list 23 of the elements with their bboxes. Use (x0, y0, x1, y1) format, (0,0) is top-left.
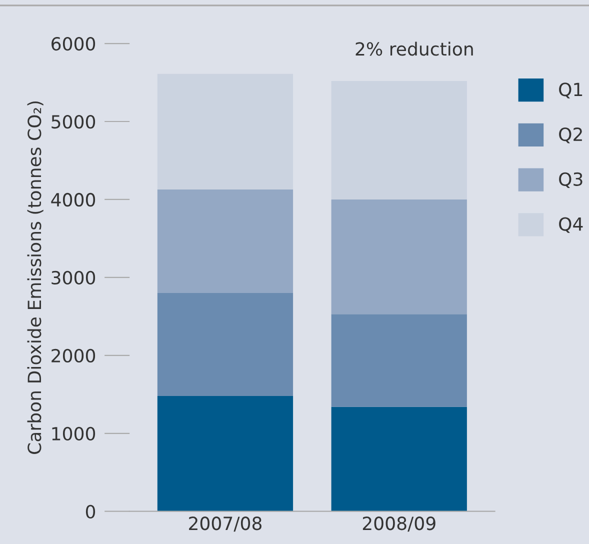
bar (331, 406, 467, 512)
y-tick-label: 3000 (52, 270, 96, 285)
y-tick-label: 2000 (52, 348, 96, 363)
legend-label: Q3 (559, 172, 582, 188)
bar (157, 293, 294, 396)
legend-label: Q4 (559, 217, 583, 233)
bar (157, 396, 294, 512)
bar (157, 189, 294, 294)
y-tick-label: 4000 (51, 192, 96, 207)
bar (157, 74, 294, 190)
bar (331, 80, 467, 200)
y-tick-label: 6000 (52, 36, 96, 51)
x-tick-label: 2008/09 (362, 516, 436, 532)
y-tick-label: 1000 (52, 426, 96, 441)
bar (331, 199, 467, 314)
y-tick-label: 5000 (52, 114, 96, 129)
legend-label: Q1 (559, 82, 582, 98)
annotation: 2% reduction (356, 42, 473, 56)
y-axis-title: Carbon Dioxide Emissions (tonnes CO₂) (27, 101, 44, 454)
y-tick-label: 0 (86, 504, 96, 518)
x-tick-label: 2007/08 (189, 516, 262, 532)
bar (331, 314, 467, 407)
legend-label: Q2 (559, 127, 582, 144)
